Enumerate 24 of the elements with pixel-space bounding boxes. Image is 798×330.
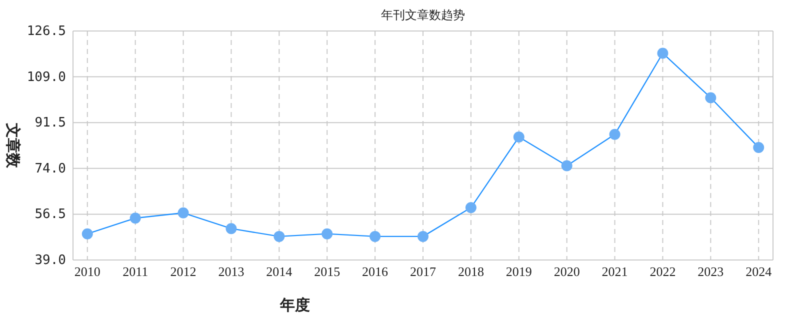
y-tick-label: 91.5 bbox=[34, 116, 66, 131]
x-tick-label: 2017 bbox=[410, 264, 436, 279]
x-tick-label: 2010 bbox=[74, 264, 100, 279]
y-tick-label: 74.0 bbox=[34, 161, 66, 176]
x-tick-label: 2020 bbox=[554, 264, 580, 279]
x-tick-label: 2011 bbox=[122, 264, 148, 279]
x-tick-label: 2023 bbox=[698, 264, 724, 279]
x-tick-label: 2018 bbox=[458, 264, 484, 279]
x-tick-label: 2014 bbox=[266, 264, 293, 279]
y-tick-label: 109.0 bbox=[26, 70, 66, 85]
y-axis-title: 文章数 bbox=[4, 122, 22, 169]
x-tick-label: 2013 bbox=[218, 264, 244, 279]
x-tick-label: 2016 bbox=[362, 264, 389, 279]
x-tick-label: 2022 bbox=[650, 264, 676, 279]
y-tick-label: 39.0 bbox=[34, 253, 66, 268]
x-tick-label: 2024 bbox=[746, 264, 772, 279]
x-axis-title: 年度 bbox=[279, 296, 310, 314]
x-tick-label: 2012 bbox=[170, 264, 196, 279]
x-tick-label: 2019 bbox=[506, 264, 532, 279]
chart-title: 年刊文章数趋势 bbox=[381, 8, 465, 22]
x-tick-label: 2021 bbox=[602, 264, 628, 279]
x-tick-label: 2015 bbox=[314, 264, 340, 279]
y-tick-label: 56.5 bbox=[34, 207, 66, 222]
y-tick-label: 126.5 bbox=[26, 24, 66, 39]
